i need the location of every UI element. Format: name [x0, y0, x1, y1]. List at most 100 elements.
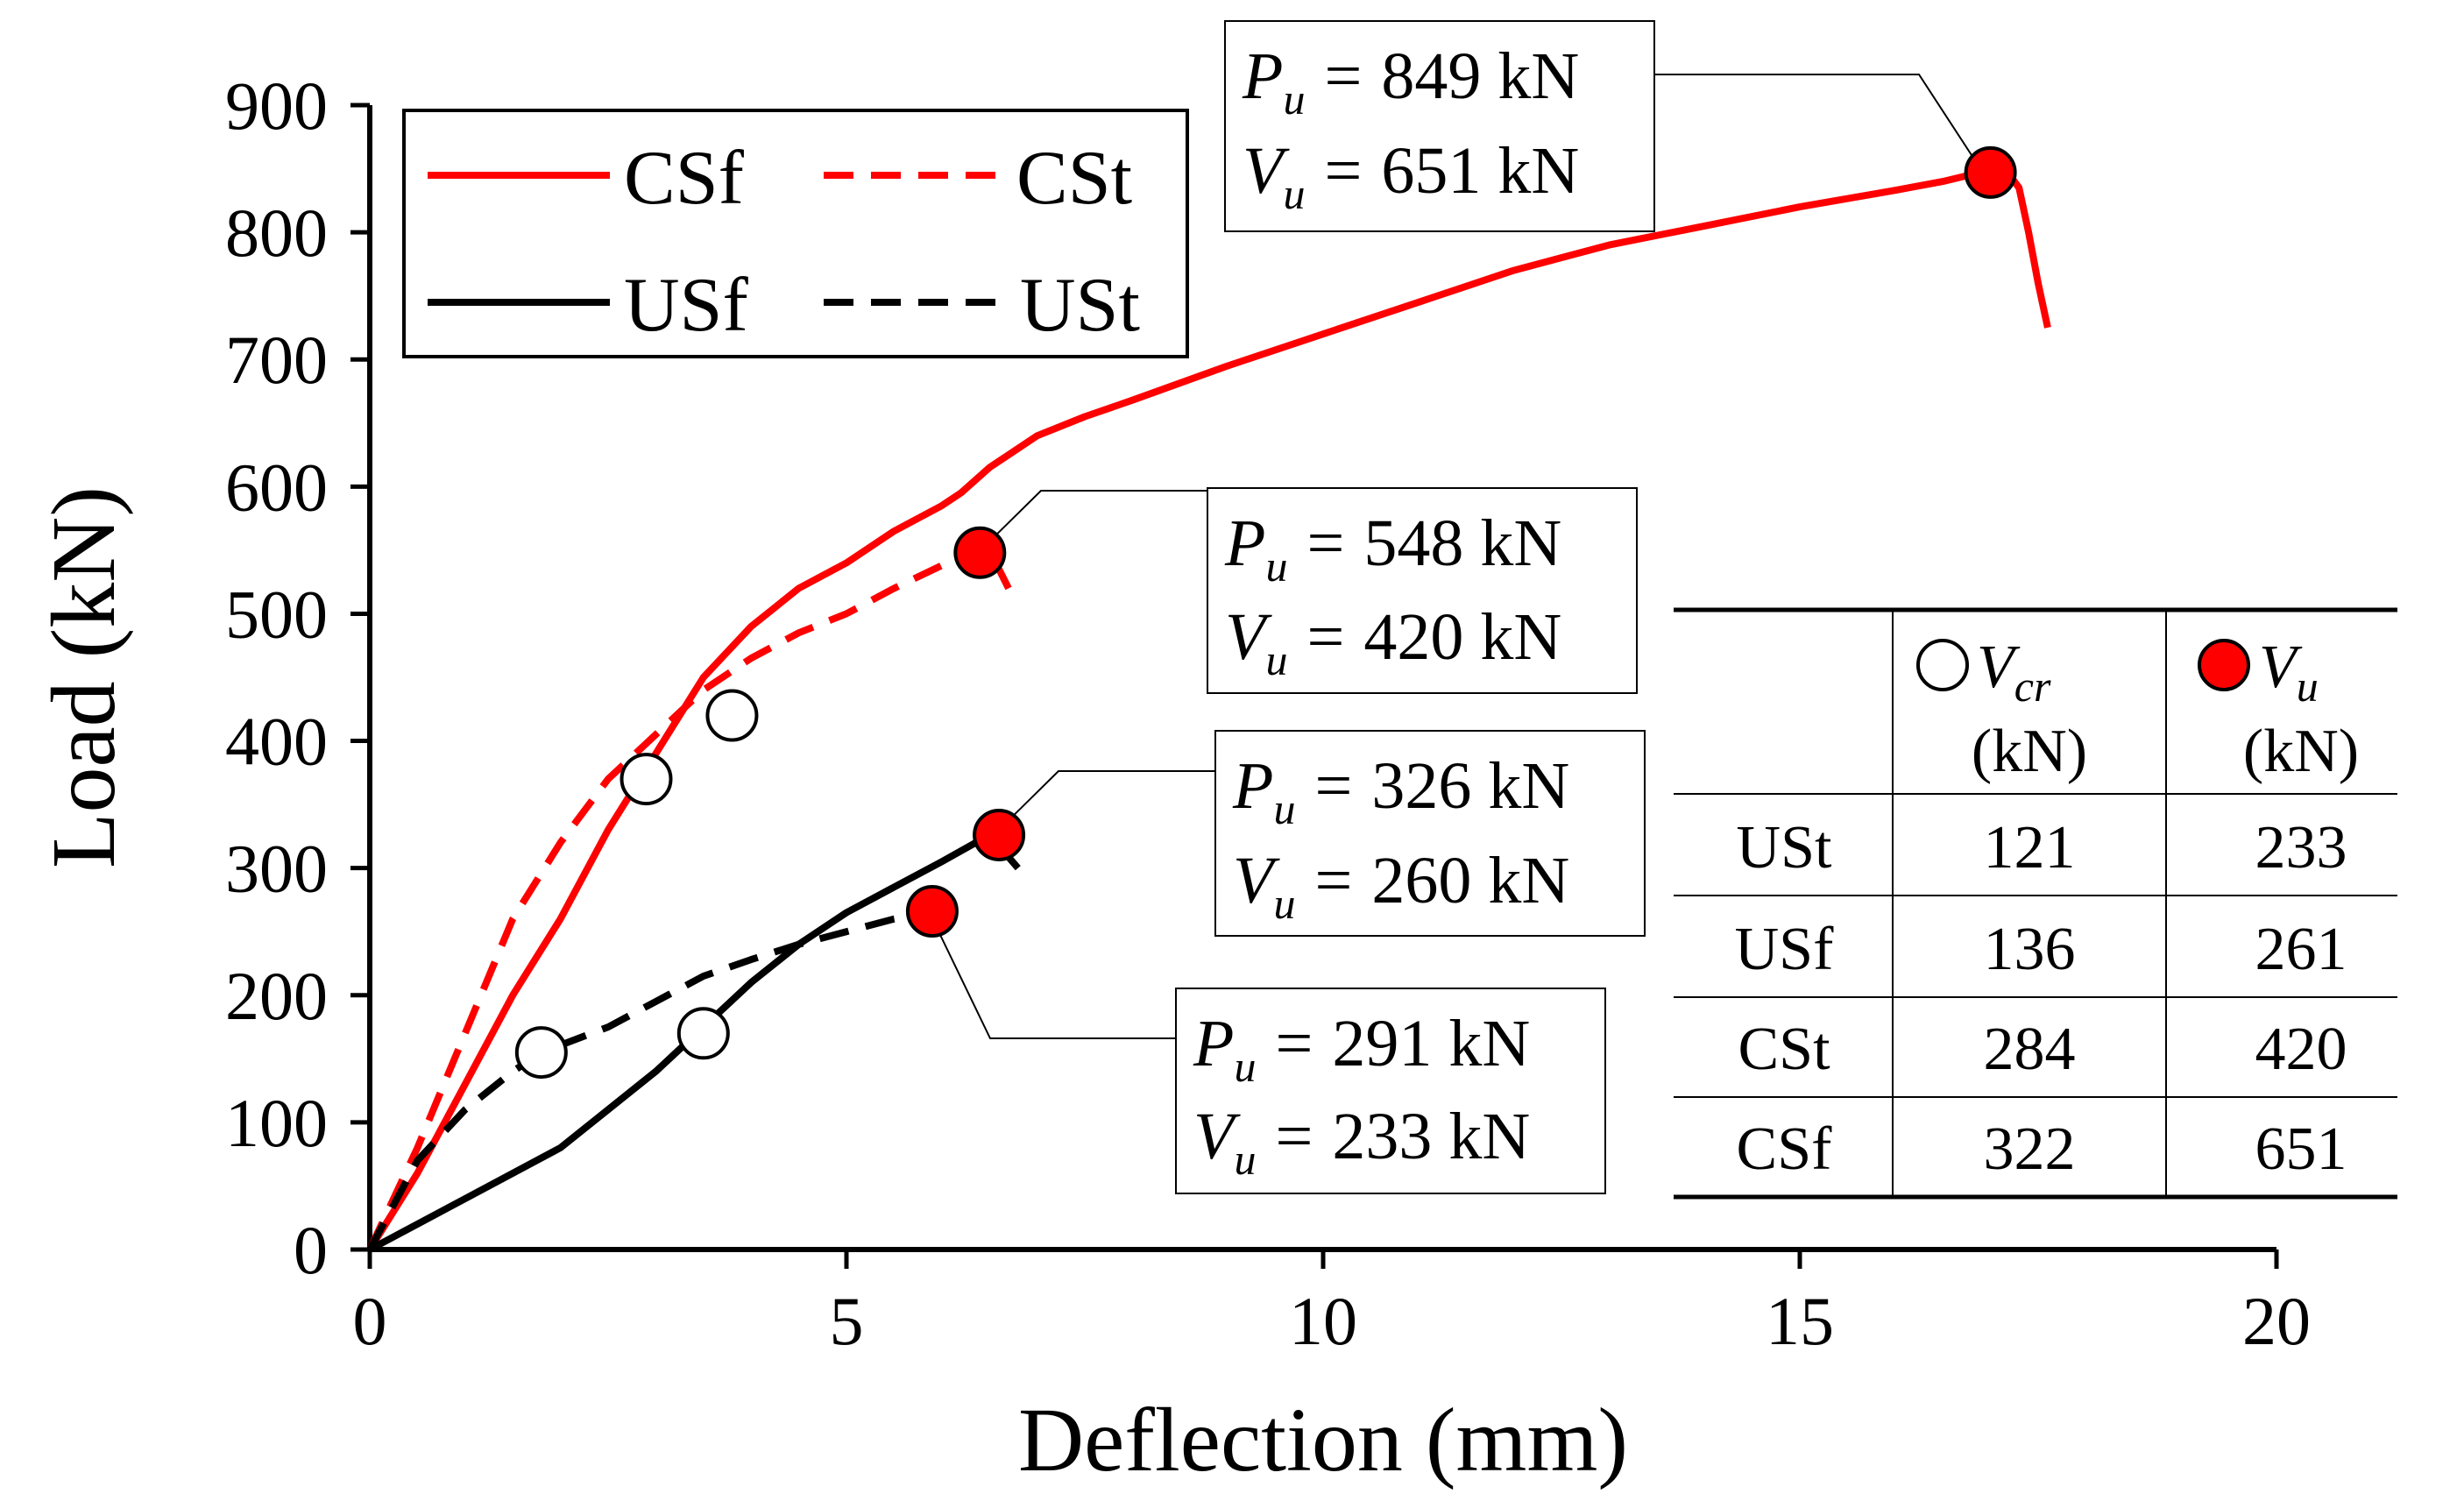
- pu-value: 849 kN: [1381, 39, 1579, 113]
- table-header-vu-unit: (kN): [2243, 718, 2359, 785]
- vu-eq: =: [1314, 844, 1352, 917]
- annotation-pu-line: Pu = 849 kN: [1242, 39, 1579, 124]
- vu-subscript: u: [1265, 635, 1287, 684]
- vu-value: 420 kN: [1363, 600, 1561, 674]
- table-cell-vu: 651: [2255, 1115, 2347, 1183]
- y-tick-label: 600: [225, 449, 328, 525]
- annotation-pu-line: Pu = 291 kN: [1193, 1007, 1530, 1091]
- vu-subscript: u: [1283, 169, 1305, 218]
- table-row-label: USf: [1735, 916, 1834, 983]
- pu-eq: =: [1275, 1007, 1313, 1080]
- legend-label-cst: CSt: [1016, 136, 1132, 221]
- vu-symbol: V: [1233, 844, 1280, 917]
- vcr-marker-ust: [514, 1026, 568, 1080]
- table-row-label: CSt: [1738, 1016, 1830, 1083]
- vu-marker-usf: [973, 808, 1026, 861]
- table-header-vu: Vu: [2259, 634, 2319, 711]
- annotation-ust: Pu = 291 kN Vu = 233 kN: [1175, 988, 1606, 1194]
- pu-eq: =: [1324, 39, 1362, 113]
- x-tick-label: 5: [830, 1283, 864, 1359]
- vcr-subscript: cr: [2014, 662, 2051, 711]
- pu-value: 326 kN: [1371, 749, 1569, 823]
- legend-label-csf: CSf: [624, 136, 745, 221]
- vu-symbol: V: [1193, 1100, 1241, 1173]
- vu-filled-marker-icon: [2198, 639, 2250, 691]
- markers-layer: [514, 145, 2017, 1080]
- vcr-marker-usf: [676, 1007, 730, 1060]
- vu-value: 651 kN: [1381, 134, 1579, 208]
- x-tick-label: 20: [2242, 1283, 2311, 1359]
- table-row-label: CSf: [1737, 1115, 1833, 1183]
- leader-line-cst: [978, 490, 1207, 553]
- legend-box: [402, 109, 1189, 358]
- pu-subscript: u: [1283, 74, 1305, 124]
- vu-eq: =: [1306, 600, 1344, 674]
- vu-marker-cst: [953, 526, 1007, 579]
- series-line-usf: [368, 831, 1021, 1253]
- table-cell-vu: 261: [2255, 916, 2347, 983]
- vu-value: 260 kN: [1371, 844, 1569, 917]
- y-tick-label: 700: [225, 322, 328, 398]
- vu-eq: =: [1275, 1100, 1313, 1173]
- x-tick-label: 0: [353, 1283, 387, 1359]
- vcr-symbol: V: [1977, 634, 2021, 701]
- leader-line-usf: [994, 770, 1215, 835]
- pu-subscript: u: [1234, 1042, 1256, 1091]
- x-tick-label: 10: [1289, 1283, 1357, 1359]
- summary-table: Vcr (kN) Vu (kN) USt 121 233 USf 136 261…: [1674, 607, 2397, 1200]
- leader-line-csf: [1654, 74, 1986, 176]
- x-tick-label: 15: [1766, 1283, 1834, 1359]
- pu-value: 548 kN: [1363, 506, 1561, 580]
- pu-subscript: u: [1265, 542, 1287, 591]
- annotation-box: [1214, 730, 1646, 937]
- pu-symbol: P: [1242, 39, 1283, 113]
- pu-eq: =: [1314, 749, 1352, 823]
- table-cell-vcr: 136: [1984, 916, 2076, 983]
- vu-marker-ust: [905, 885, 959, 938]
- y-axis-title: Load (kN): [33, 486, 134, 868]
- annotation-cst: Pu = 548 kN Vu = 420 kN: [1207, 487, 1638, 694]
- annotation-box: [1175, 988, 1606, 1194]
- annotation-box: [1224, 20, 1655, 232]
- legend-label-ust: USt: [1020, 263, 1140, 348]
- vu-eq: =: [1324, 134, 1362, 208]
- table-cell-vu: 233: [2255, 814, 2347, 881]
- x-axis-title: Deflection (mm): [1018, 1390, 1628, 1490]
- y-tick-label: 300: [225, 831, 328, 907]
- annotation-usf: Pu = 326 kN Vu = 260 kN: [1214, 730, 1646, 937]
- vu-symbol: V: [1243, 134, 1290, 208]
- y-tick-label: 100: [225, 1085, 328, 1161]
- y-tick-label: 200: [225, 958, 328, 1034]
- leader-lines: [928, 74, 1986, 1039]
- vu-subscript: u: [2297, 662, 2319, 711]
- pu-value: 291 kN: [1332, 1007, 1530, 1080]
- y-tick-label: 900: [225, 67, 328, 144]
- y-tick-label: 800: [225, 195, 328, 271]
- vu-symbol: V: [2259, 634, 2303, 701]
- table-header-vcr-unit: (kN): [1972, 718, 2087, 785]
- series-line-ust: [366, 909, 933, 1251]
- y-tick-label: 500: [225, 576, 328, 652]
- annotation-vu-line: Vu = 260 kN: [1233, 844, 1569, 928]
- vu-subscript: u: [1273, 879, 1295, 928]
- vu-subscript: u: [1234, 1135, 1256, 1184]
- vcr-open-marker-icon: [1916, 639, 1969, 691]
- annotation-vu-line: Vu = 420 kN: [1225, 600, 1561, 684]
- legend-label-usf: USf: [624, 263, 748, 348]
- table-cell-vcr: 322: [1984, 1115, 2076, 1183]
- legend: CSf CSt USf USt: [402, 109, 1189, 358]
- annotation-box: [1207, 487, 1638, 694]
- annotation-csf: Pu = 849 kN Vu = 651 kN: [1224, 20, 1655, 232]
- table-cell-vu: 420: [2255, 1016, 2347, 1083]
- pu-symbol: P: [1224, 506, 1265, 580]
- vcr-marker-csf: [705, 689, 759, 742]
- leader-line-ust: [928, 910, 1176, 1039]
- vu-value: 233 kN: [1332, 1100, 1530, 1173]
- vu-symbol: V: [1225, 600, 1272, 674]
- table-cell-vcr: 121: [1984, 814, 2076, 881]
- vu-marker-csf: [1964, 145, 2017, 199]
- annotation-vu-line: Vu = 651 kN: [1243, 134, 1579, 218]
- pu-symbol: P: [1193, 1007, 1234, 1080]
